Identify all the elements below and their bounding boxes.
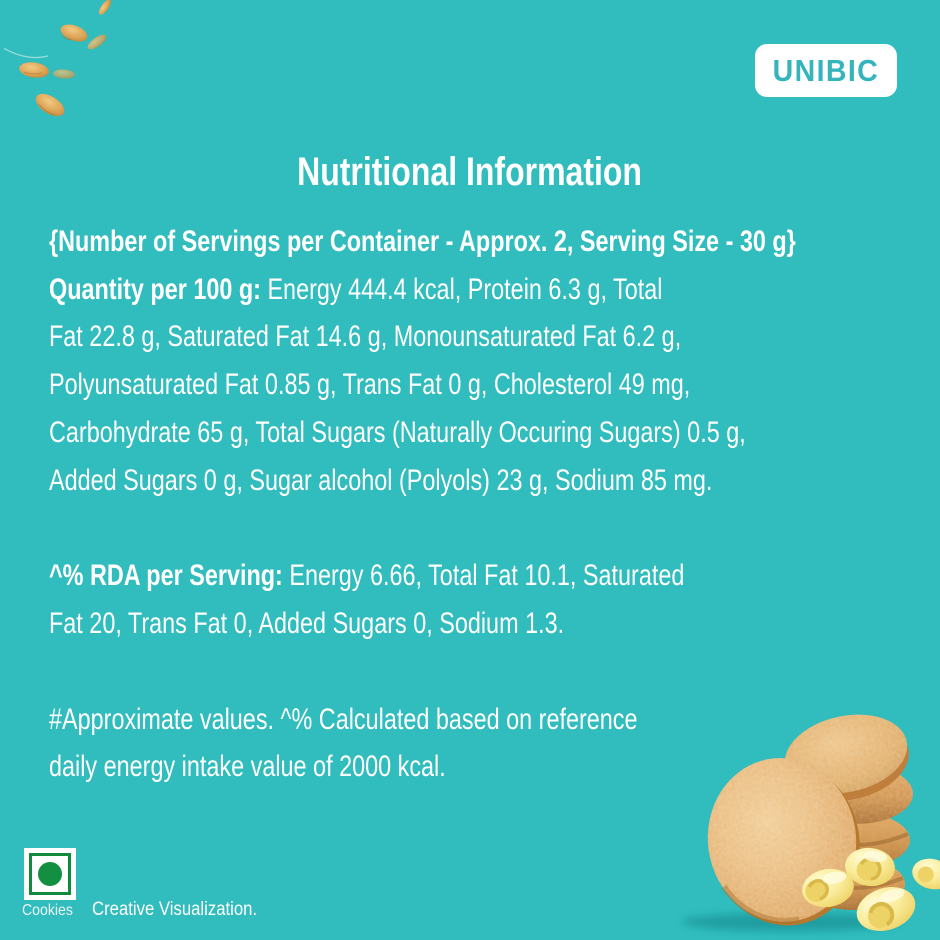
quantity-line: Carbohydrate 65 g, Total Sugars (Natural…	[49, 415, 746, 449]
veg-mark-border	[29, 853, 71, 895]
footer: Cookies Creative Visualization.	[22, 899, 279, 921]
disclaimer-text: Creative Visualization.	[91, 899, 257, 920]
quantity-line: Added Sugars 0 g, Sugar alcohol (Polyols…	[49, 463, 713, 497]
veg-mark-icon	[24, 848, 76, 900]
unibic-logo: UNIBIC	[755, 44, 897, 97]
rda-paragraph: ^% RDA per Serving: Energy 6.66, Total F…	[49, 552, 929, 647]
quantity-line: Quantity per 100 g: Energy 444.4 kcal, P…	[49, 272, 663, 306]
butter-curls	[802, 847, 940, 932]
veg-mark-dot	[38, 862, 62, 886]
rda-line: Fat 20, Trans Fat 0, Added Sugars 0, Sod…	[49, 606, 565, 640]
footnote-line: #Approximate values. ^% Calculated based…	[49, 702, 638, 736]
rda-line: ^% RDA per Serving: Energy 6.66, Total F…	[49, 559, 685, 593]
quantity-line: Polyunsaturated Fat 0.85 g, Trans Fat 0 …	[49, 368, 691, 402]
quantity-paragraph: {Number of Servings per Container - Appr…	[49, 218, 929, 504]
cookies-butter-image	[682, 714, 940, 932]
oat-flakes-icon	[4, 0, 111, 117]
unibic-logo-text: UNIBIC	[772, 52, 880, 88]
quantity-line: Fat 22.8 g, Saturated Fat 14.6 g, Monoun…	[49, 320, 682, 354]
footnote-paragraph: #Approximate values. ^% Calculated based…	[49, 696, 929, 791]
rda-label: ^% RDA per Serving:	[49, 559, 283, 593]
product-type-label: Cookies	[22, 902, 73, 919]
page-title: Nutritional Information	[297, 150, 643, 194]
nutrition-text: {Number of Servings per Container - Appr…	[49, 218, 929, 839]
servings-line: {Number of Servings per Container - Appr…	[49, 225, 796, 258]
footnote-line: daily energy intake value of 2000 kcal.	[49, 750, 446, 784]
quantity-label: Quantity per 100 g:	[49, 272, 261, 306]
